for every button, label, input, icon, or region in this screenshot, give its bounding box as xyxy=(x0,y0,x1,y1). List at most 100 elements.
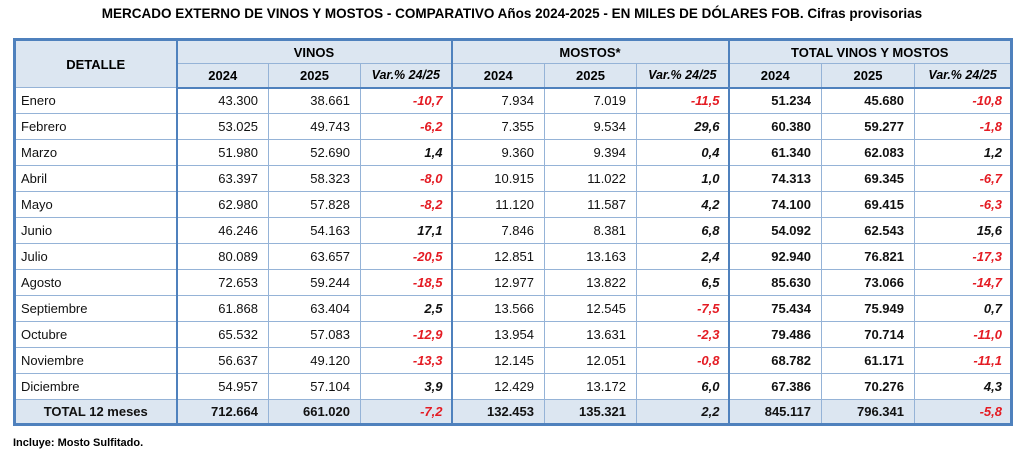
mostos-var-cell: 29,6 xyxy=(636,113,729,140)
vinos-var-cell: 17,1 xyxy=(360,217,452,244)
total-label-cell: TOTAL 12 meses xyxy=(14,399,177,425)
vinos-2025-cell: 63.404 xyxy=(268,295,361,322)
total-vinos-mostos-2024-cell: 67.386 xyxy=(727,373,822,400)
detalle-header: DETALLE xyxy=(14,39,177,88)
total-vinos-mostos-2025-cell: 796.341 xyxy=(821,399,915,425)
table-row: Septiembre 61.868 63.404 2,5 13.566 12.545 -7,… xyxy=(14,295,1012,322)
vinos-2025-cell: 63.657 xyxy=(268,243,361,270)
vinos-2025-cell: 38.661 xyxy=(268,87,361,114)
mostos-var-cell: 4,2 xyxy=(636,191,729,218)
total-vinos-mostos-2024-cell: 61.340 xyxy=(727,139,822,166)
footnote: Incluye: Mosto Sulfitado. xyxy=(13,437,144,449)
vinos-2024-cell: 51.980 xyxy=(175,139,269,166)
vinos-var-cell: -13,3 xyxy=(360,347,452,374)
mostos-var-cell: 0,4 xyxy=(636,139,729,166)
table-row: Febrero 53.025 49.743 -6,2 7.355 9.534 29,6 60.… xyxy=(14,113,1012,140)
total-vinos-mostos-2025-cell: 70.276 xyxy=(821,373,915,400)
vinos-2024-cell: 80.089 xyxy=(175,243,269,270)
total-vinos-mostos-2025-cell: 69.415 xyxy=(821,191,915,218)
month-cell: Febrero xyxy=(14,113,177,140)
mostos-2024-cell: 9.360 xyxy=(450,139,545,166)
mostos-2025-cell: 13.163 xyxy=(544,243,637,270)
mostos-var-cell: 1,0 xyxy=(636,165,729,192)
vinos-2025-cell: 54.163 xyxy=(268,217,361,244)
total-vinos-mostos-2025-cell: 59.277 xyxy=(821,113,915,140)
group-header-row: DETALLE VINOS MOSTOS* TOTAL VINOS Y MOST… xyxy=(14,39,1012,88)
vinos-var-cell: -20,5 xyxy=(360,243,452,270)
mostos-2025-cell: 13.631 xyxy=(544,321,637,348)
month-cell: Agosto xyxy=(14,269,177,296)
total-vinos-mostos-2025-cell: 45.680 xyxy=(821,87,915,114)
total-vinos-mostos-var-cell: -17,3 xyxy=(914,243,1012,270)
month-cell: Mayo xyxy=(14,191,177,218)
total-vinos-mostos-2025-cell: 69.345 xyxy=(821,165,915,192)
total-vinos-mostos-2024-cell: 74.100 xyxy=(727,191,822,218)
total-vinos-mostos-var-cell: -10,8 xyxy=(914,87,1012,114)
mostos-var-cell: -0,8 xyxy=(636,347,729,374)
mostos-2025-cell: 7.019 xyxy=(544,87,637,114)
total-vinos-mostos-2024-cell: 79.486 xyxy=(727,321,822,348)
total-vinos-mostos-2024-cell: 51.234 xyxy=(727,87,822,114)
vinos-2025-cell: 661.020 xyxy=(268,399,361,425)
vinos-group-header: VINOS xyxy=(175,39,452,64)
total-vinos-mostos-var-cell: 4,3 xyxy=(914,373,1012,400)
vinos-2024-cell: 65.532 xyxy=(175,321,269,348)
month-cell: Diciembre xyxy=(14,373,177,400)
table-row: Marzo 51.980 52.690 1,4 9.360 9.394 0,4 61.340 6… xyxy=(14,139,1012,166)
total-row: TOTAL 12 meses 712.664 661.020 -7,2 132.453 1… xyxy=(14,399,1012,425)
month-cell: Marzo xyxy=(14,139,177,166)
total-vinos-mostos-2024-cell: 75.434 xyxy=(727,295,822,322)
total-vinos-mostos-var-cell: -1,8 xyxy=(914,113,1012,140)
vinos-2024-cell: 43.300 xyxy=(175,87,269,114)
vinos-var-cell: -12,9 xyxy=(360,321,452,348)
total-vinos-mostos-var-cell: 1,2 xyxy=(914,139,1012,166)
mostos-2024-cell: 7.355 xyxy=(450,113,545,140)
month-cell: Octubre xyxy=(14,321,177,348)
mostos-2025-cell: 13.172 xyxy=(544,373,637,400)
total-vinos-mostos-2025-cell: 70.714 xyxy=(821,321,915,348)
total-vinos-mostos-var-cell: -11,0 xyxy=(914,321,1012,348)
vinos-var-cell: -8,2 xyxy=(360,191,452,218)
mostos-2024-cell: 12.145 xyxy=(450,347,545,374)
month-cell: Noviembre xyxy=(14,347,177,374)
mostos-var-header: Var.% 24/25 xyxy=(636,63,729,89)
vinos-2025-cell: 57.104 xyxy=(268,373,361,400)
mostos-2025-cell: 9.394 xyxy=(544,139,637,166)
total-vinos-mostos-2025-cell: 73.066 xyxy=(821,269,915,296)
total-vinos-mostos-2024-cell: 68.782 xyxy=(727,347,822,374)
mostos-2025-cell: 11.022 xyxy=(544,165,637,192)
total-vinos-mostos-var-cell: 15,6 xyxy=(914,217,1012,244)
vinos-var-cell: -7,2 xyxy=(360,399,452,425)
total-vinos-mostos-2024-cell: 60.380 xyxy=(727,113,822,140)
mostos-2024-cell: 12.429 xyxy=(450,373,545,400)
total-2024-header: 2024 xyxy=(727,63,822,89)
total-vinos-mostos-var-cell: -14,7 xyxy=(914,269,1012,296)
table-row: Mayo 62.980 57.828 -8,2 11.120 11.587 4,2 74.10… xyxy=(14,191,1012,218)
vinos-2025-cell: 58.323 xyxy=(268,165,361,192)
total-vinos-mostos-2024-cell: 85.630 xyxy=(727,269,822,296)
mostos-2024-cell: 13.566 xyxy=(450,295,545,322)
month-cell: Septiembre xyxy=(14,295,177,322)
vinos-2024-header: 2024 xyxy=(175,63,269,89)
mostos-group-header: MOSTOS* xyxy=(450,39,729,64)
mostos-2024-cell: 11.120 xyxy=(450,191,545,218)
total-vinos-mostos-2025-cell: 61.171 xyxy=(821,347,915,374)
mostos-2024-cell: 12.851 xyxy=(450,243,545,270)
data-table: DETALLE VINOS MOSTOS* TOTAL VINOS Y MOST… xyxy=(13,38,1013,426)
vinos-var-cell: 2,5 xyxy=(360,295,452,322)
mostos-var-cell: 2,4 xyxy=(636,243,729,270)
table-header: DETALLE VINOS MOSTOS* TOTAL VINOS Y MOST… xyxy=(14,39,1012,89)
vinos-2025-cell: 57.083 xyxy=(268,321,361,348)
total-vinos-mostos-2024-cell: 74.313 xyxy=(727,165,822,192)
vinos-var-cell: 1,4 xyxy=(360,139,452,166)
vinos-var-cell: 3,9 xyxy=(360,373,452,400)
month-cell: Julio xyxy=(14,243,177,270)
mostos-2024-cell: 7.846 xyxy=(450,217,545,244)
total-vinos-mostos-2025-cell: 75.949 xyxy=(821,295,915,322)
mostos-var-cell: -11,5 xyxy=(636,87,729,114)
mostos-2025-cell: 11.587 xyxy=(544,191,637,218)
vinos-2024-cell: 46.246 xyxy=(175,217,269,244)
vinos-var-header: Var.% 24/25 xyxy=(360,63,452,89)
total-group-header: TOTAL VINOS Y MOSTOS xyxy=(727,39,1012,64)
total-vinos-mostos-var-cell: -5,8 xyxy=(914,399,1012,425)
